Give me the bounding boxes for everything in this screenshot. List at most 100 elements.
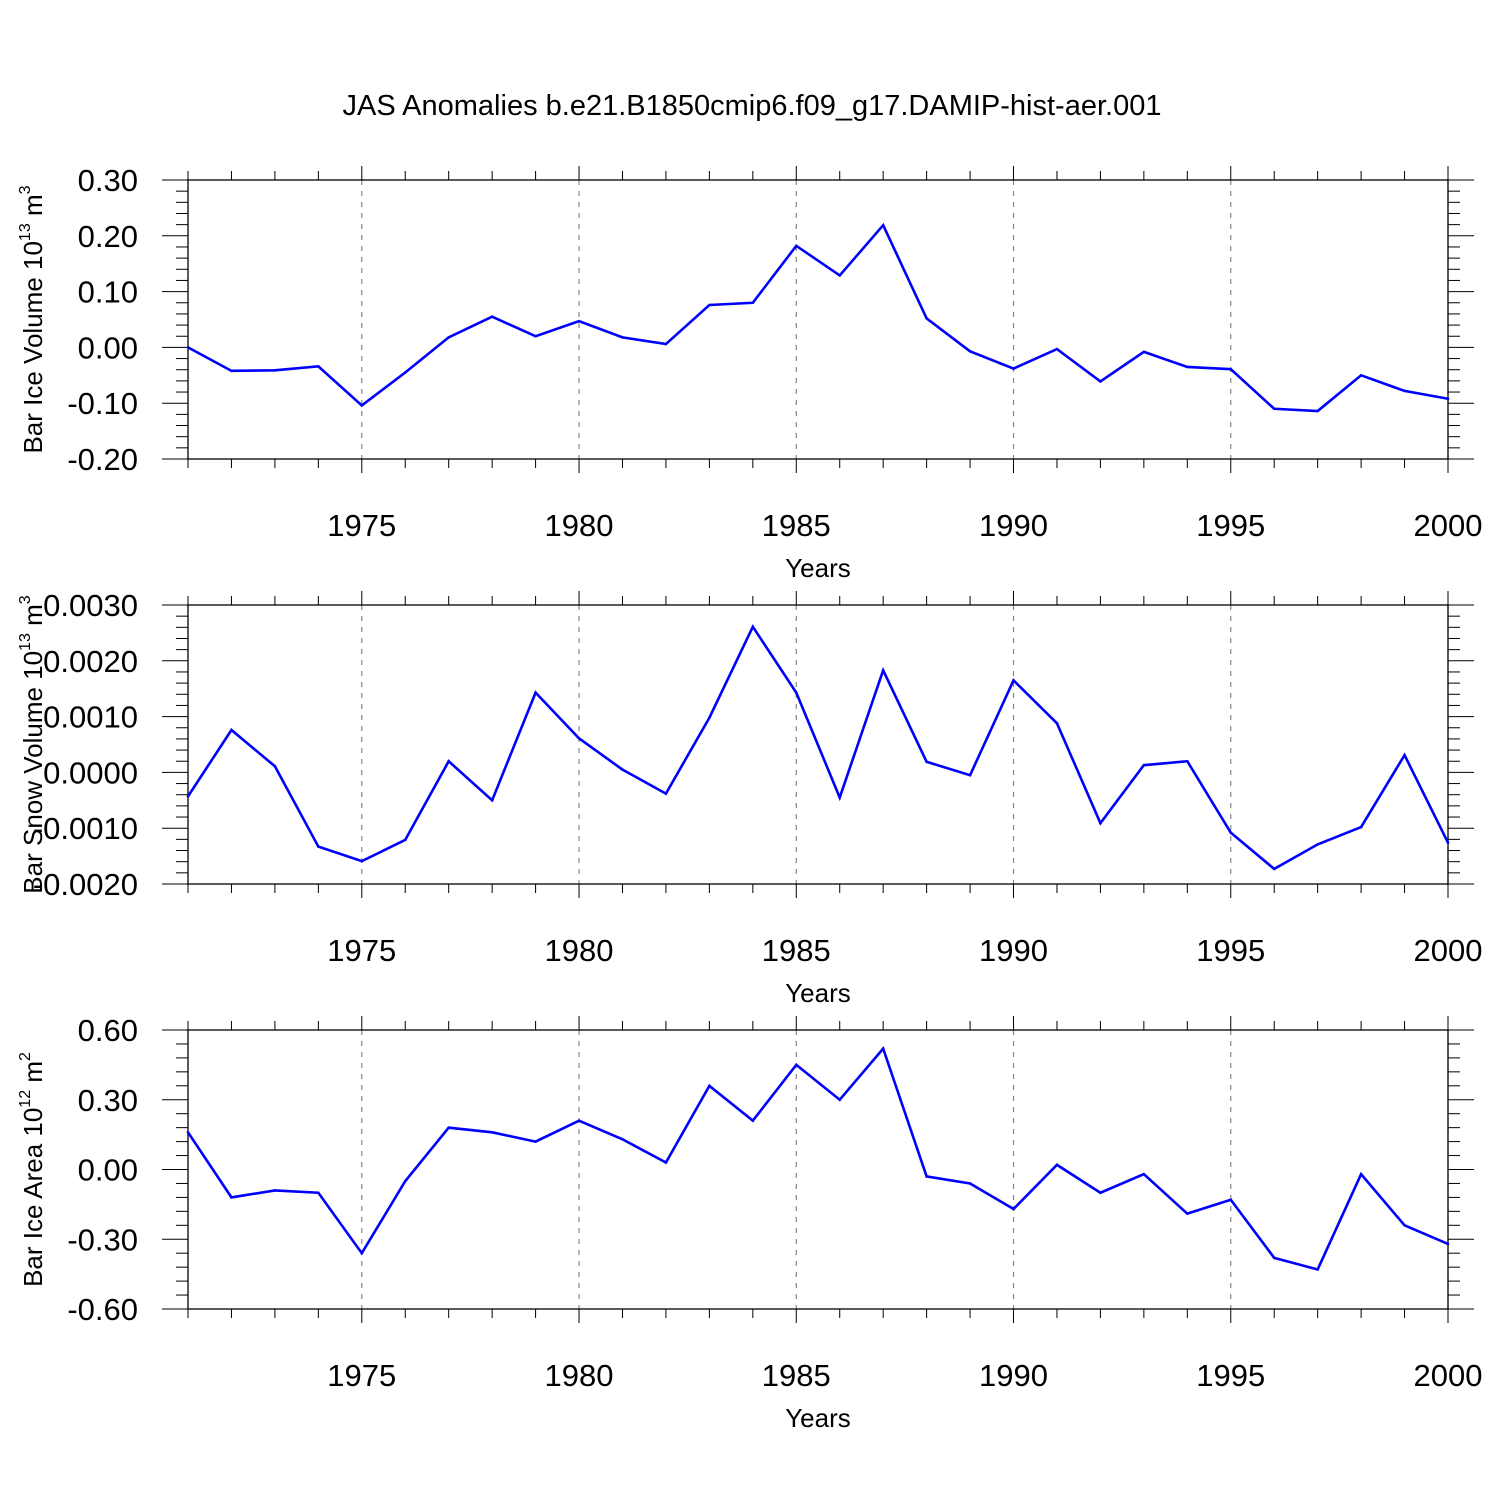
data-point bbox=[447, 336, 450, 339]
x-tick-label: 1980 bbox=[545, 933, 614, 968]
y-axis-label: Bar Ice Area 1012 m2 bbox=[17, 1052, 48, 1287]
y-tick-label: -0.0010 bbox=[33, 811, 138, 846]
series-line bbox=[186, 624, 1450, 871]
data-point bbox=[403, 838, 407, 842]
data-point bbox=[577, 737, 581, 740]
y-tick-label: -0.20 bbox=[67, 442, 138, 477]
data-point bbox=[1012, 1207, 1015, 1211]
x-axis-label: Years bbox=[785, 978, 851, 1008]
data-point bbox=[186, 795, 190, 798]
data-point bbox=[751, 625, 755, 629]
data-point bbox=[1099, 1191, 1102, 1195]
data-point bbox=[838, 1098, 842, 1102]
data-point bbox=[1316, 843, 1319, 846]
y-tick-label: 0.30 bbox=[78, 163, 138, 198]
y-axis-label: Bar Ice Volume 1013 m3 bbox=[17, 185, 48, 453]
data-point bbox=[534, 1140, 537, 1143]
y-axis-label: Bar Snow Volume 1013 m3 bbox=[17, 595, 48, 894]
data-point bbox=[664, 792, 668, 795]
data-point bbox=[1012, 367, 1015, 370]
data-point bbox=[1446, 397, 1450, 401]
plot-frame bbox=[187, 179, 1449, 460]
data-point bbox=[230, 728, 233, 732]
x-tick-label: 2000 bbox=[1414, 933, 1483, 968]
y-axis-label-text: Bar Ice Area 10 bbox=[18, 1108, 48, 1287]
data-point bbox=[1012, 679, 1015, 682]
data-point bbox=[664, 342, 668, 346]
data-point bbox=[1142, 763, 1146, 767]
y-tick-label: 0.00 bbox=[78, 330, 138, 365]
data-point bbox=[577, 319, 581, 323]
data-point bbox=[1272, 1256, 1276, 1260]
y-axis-label-exp: 13 bbox=[17, 223, 34, 241]
data-point bbox=[186, 1131, 190, 1134]
data-point bbox=[577, 1119, 581, 1122]
data-point bbox=[881, 1047, 885, 1050]
data-point bbox=[1142, 350, 1146, 354]
y-axis-label-unit-exp: 3 bbox=[17, 595, 34, 604]
data-point bbox=[621, 336, 624, 339]
data-point bbox=[403, 371, 407, 374]
data-point bbox=[925, 1175, 928, 1178]
x-tick-label: 2000 bbox=[1414, 508, 1483, 543]
x-tick-label: 1985 bbox=[762, 508, 831, 543]
data-point bbox=[1359, 374, 1363, 377]
data-point bbox=[1359, 1172, 1363, 1176]
data-point bbox=[403, 1179, 407, 1183]
data-point bbox=[490, 799, 494, 802]
x-tick-label: 1995 bbox=[1196, 1358, 1265, 1393]
chart-title: JAS Anomalies b.e21.B1850cmip6.f09_g17.D… bbox=[343, 90, 1162, 122]
x-tick-label: 1980 bbox=[545, 508, 614, 543]
data-point bbox=[708, 303, 711, 307]
data-point bbox=[838, 274, 842, 277]
panels-group: -0.20 -0.10 0.00 0.10 0.20 0.30 1975 1980 1985 19… bbox=[17, 163, 1482, 1433]
x-tick-label: 1985 bbox=[762, 933, 831, 968]
plot-frame bbox=[187, 604, 1449, 885]
data-point bbox=[1186, 365, 1189, 369]
data-point bbox=[1186, 1212, 1189, 1215]
y-tick-label: 0.20 bbox=[78, 219, 138, 254]
y-tick-label: 0.0020 bbox=[43, 644, 138, 679]
data-point bbox=[1446, 1242, 1450, 1246]
series-line bbox=[187, 222, 1449, 413]
y-tick-label: 0.0030 bbox=[43, 588, 138, 623]
data-point bbox=[447, 1126, 450, 1129]
x-tick-label: 1990 bbox=[979, 933, 1048, 968]
series-line bbox=[186, 1046, 1449, 1272]
data-point bbox=[925, 760, 928, 764]
data-point bbox=[708, 1084, 711, 1088]
y-tick-label: 0.60 bbox=[78, 1013, 138, 1048]
x-tick-label: 1995 bbox=[1196, 508, 1265, 543]
x-tick-label: 1985 bbox=[762, 1358, 831, 1393]
data-point bbox=[968, 773, 972, 777]
data-point bbox=[881, 223, 885, 227]
data-point bbox=[1229, 367, 1233, 371]
data-point bbox=[968, 350, 972, 353]
data-point bbox=[838, 796, 842, 799]
data-point bbox=[490, 1131, 494, 1134]
data-point bbox=[751, 301, 755, 305]
x-axis-label: Years bbox=[785, 1403, 851, 1433]
y-axis-label-text: Bar Ice Volume 10 bbox=[18, 241, 48, 453]
data-point bbox=[1403, 753, 1406, 757]
data-point bbox=[1142, 1172, 1146, 1176]
data-point bbox=[360, 859, 364, 863]
data-point bbox=[708, 716, 711, 720]
x-tick-label: 1980 bbox=[545, 1358, 614, 1393]
data-point bbox=[360, 1251, 364, 1255]
data-point bbox=[317, 845, 320, 848]
y-axis-label-unit-exp: 2 bbox=[17, 1052, 34, 1061]
data-point bbox=[621, 1137, 624, 1141]
data-point bbox=[794, 244, 798, 248]
data-point bbox=[1055, 347, 1059, 351]
data-point bbox=[881, 668, 885, 672]
y-tick-label: 0.30 bbox=[78, 1083, 138, 1118]
y-axis-label-unit: m bbox=[18, 1061, 48, 1090]
data-point bbox=[447, 759, 450, 763]
data-point bbox=[1446, 841, 1450, 845]
data-point bbox=[794, 691, 798, 694]
data-point bbox=[273, 764, 277, 768]
y-tick-label: 0.10 bbox=[78, 275, 138, 310]
y-tick-label: -0.0020 bbox=[33, 867, 138, 902]
data-point bbox=[534, 334, 537, 338]
